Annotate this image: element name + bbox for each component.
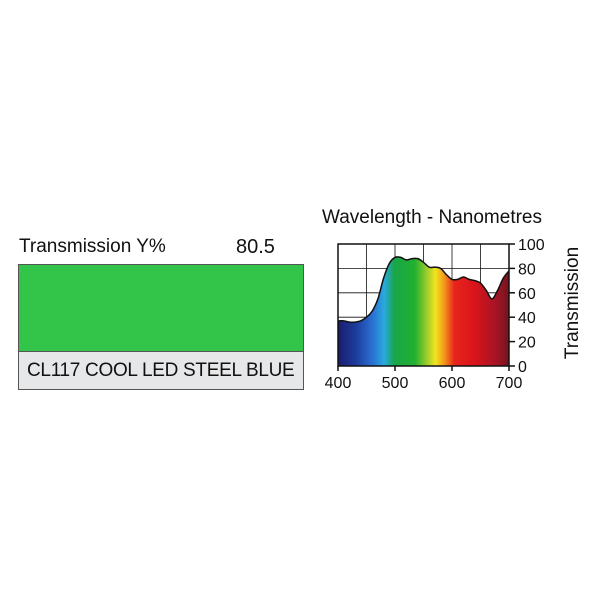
x-tick-label: 400 [325,375,352,392]
color-swatch [18,264,304,352]
y-tick-label: 60 [518,286,536,303]
y-tick-label: 100 [518,237,545,254]
transmission-value: 80.5 [236,236,275,258]
chart-title: Wavelength - Nanometres [322,207,542,228]
transmission-label: Transmission Y% [19,236,166,257]
x-tick-label: 700 [496,375,523,392]
transmission-curve [338,256,509,366]
x-tick-label: 500 [382,375,409,392]
axis-ticks: 0 20 40 60 80 100 400 500 600 700 [325,237,545,392]
y-axis-label: Transmission [562,247,583,359]
y-tick-label: 20 [518,335,536,352]
filter-name-box: CL117 COOL LED STEEL BLUE [18,352,304,390]
y-tick-label: 0 [518,359,527,376]
filter-name: CL117 COOL LED STEEL BLUE [27,360,295,381]
y-tick-label: 80 [518,261,536,278]
y-tick-label: 40 [518,310,536,327]
x-tick-label: 600 [439,375,466,392]
plot-frame [337,243,510,367]
transmission-curve-outline [338,256,509,323]
